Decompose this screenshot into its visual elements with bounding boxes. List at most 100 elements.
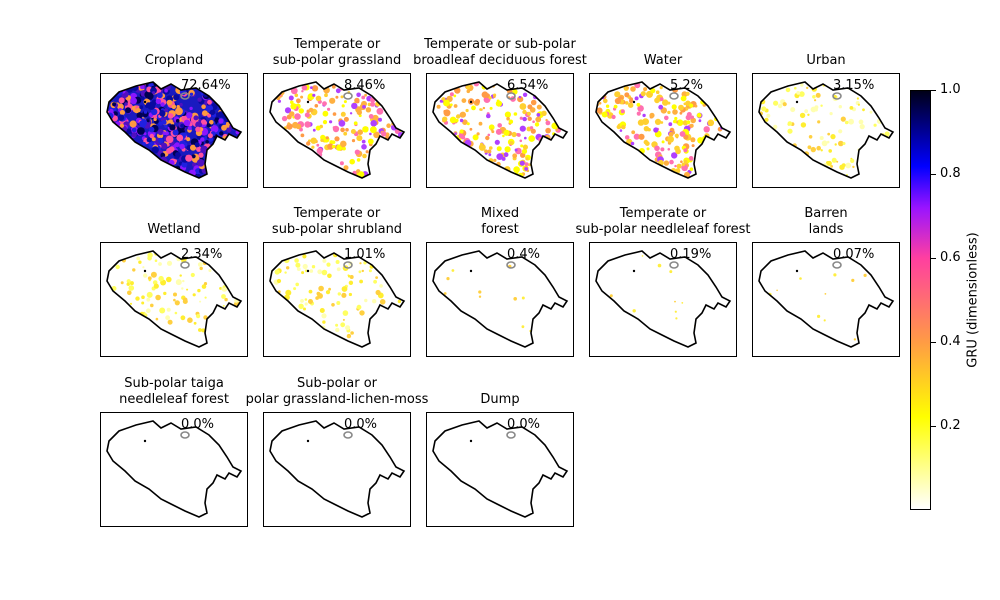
panel-title: Temperate or sub-polar needleleaf forest [575, 206, 751, 237]
gru-cell [806, 86, 809, 90]
gru-cell [636, 102, 641, 107]
gru-cell [351, 139, 356, 143]
gru-cell [173, 159, 177, 163]
gru-cell [859, 124, 865, 130]
gru-cell [205, 140, 209, 144]
gru-cell [807, 113, 810, 116]
gru-cell [201, 104, 206, 109]
coverage-percent: 0.0% [507, 417, 541, 432]
gru-cell [180, 315, 186, 321]
gru-cell [525, 157, 529, 161]
gru-cell [322, 320, 326, 324]
map-frame [100, 412, 248, 527]
gru-cell [524, 167, 528, 171]
gru-cell [162, 131, 167, 135]
gru-cell [335, 95, 339, 99]
gru-cell [541, 110, 547, 116]
coverage-percent: 72.64% [181, 78, 231, 93]
gru-cell [451, 269, 455, 272]
gru-cell [790, 107, 796, 113]
gru-cell [138, 260, 142, 264]
gru-cell [530, 128, 536, 134]
gru-cell [836, 160, 839, 163]
lake-outline [343, 431, 353, 439]
gru-cell [443, 109, 451, 117]
gru-cell [493, 158, 497, 162]
gru-cell [193, 115, 199, 121]
gru-cell [332, 112, 337, 116]
coverage-percent: 0.0% [344, 417, 378, 432]
gru-cell [372, 114, 379, 122]
lake-outline [180, 261, 190, 269]
colorbar-tick [931, 90, 936, 91]
gru-cell [676, 119, 684, 126]
gru-cell [312, 93, 316, 97]
gru-cell [340, 322, 346, 328]
gru-cell [654, 145, 660, 152]
gru-cell [343, 116, 349, 122]
gru-cell [336, 301, 341, 305]
gru-cell [646, 147, 650, 151]
gru-cell [513, 112, 518, 116]
gru-cell [838, 105, 842, 109]
gru-cell [842, 142, 846, 145]
gru-cell [501, 156, 506, 161]
location-marker [469, 100, 473, 104]
gru-cell [361, 95, 366, 100]
region-boundary [758, 250, 895, 348]
gru-cell [308, 289, 313, 294]
gru-cell [348, 280, 354, 285]
gru-cell [286, 123, 293, 130]
gru-cell [596, 107, 603, 114]
gru-cell [226, 127, 232, 133]
gru-cell [495, 128, 502, 135]
gru-cell [685, 91, 690, 96]
location-marker [795, 100, 799, 104]
gru-cell [288, 95, 294, 101]
gru-cell [459, 129, 464, 134]
gru-cell [327, 143, 334, 150]
gru-cell [689, 123, 694, 128]
region-map [269, 250, 406, 348]
gru-cell [492, 95, 496, 98]
gru-cell [794, 86, 797, 90]
gru-cell [295, 123, 302, 130]
gru-cell [376, 107, 384, 115]
gru-cell [654, 118, 662, 125]
gru-cell [364, 298, 368, 303]
map-panel: Mixed forest 0.4% [426, 206, 574, 357]
gru-cell [174, 142, 180, 148]
gru-cell [529, 126, 534, 130]
gru-cell [826, 160, 832, 166]
gru-cell [331, 84, 336, 89]
gru-cell [520, 144, 524, 148]
gru-cell [690, 117, 696, 124]
gru-cell [787, 128, 793, 134]
gru-cell [298, 303, 304, 309]
gru-cell [210, 125, 219, 133]
region-boundary [106, 250, 243, 348]
gru-cell [322, 110, 329, 117]
gru-cell [660, 121, 664, 124]
lake-outline [343, 92, 353, 100]
gru-cell [320, 138, 324, 142]
map-frame [263, 242, 411, 357]
gru-cell [175, 279, 182, 286]
gru-cell [129, 120, 137, 128]
gru-cell [696, 112, 702, 118]
gru-cell [142, 142, 146, 146]
gru-cell [182, 279, 185, 283]
gru-cell [359, 262, 362, 265]
gru-cell [503, 152, 509, 158]
gru-cell [812, 95, 816, 99]
map-frame [100, 73, 248, 188]
gru-cell [139, 120, 147, 128]
gru-cell [166, 99, 173, 106]
gru-cell [317, 293, 323, 299]
gru-cell [513, 297, 517, 301]
location-marker [306, 100, 310, 104]
gru-cell [198, 328, 202, 332]
gru-cell [685, 114, 691, 121]
gru-cell [669, 159, 674, 165]
region-map [432, 250, 569, 348]
